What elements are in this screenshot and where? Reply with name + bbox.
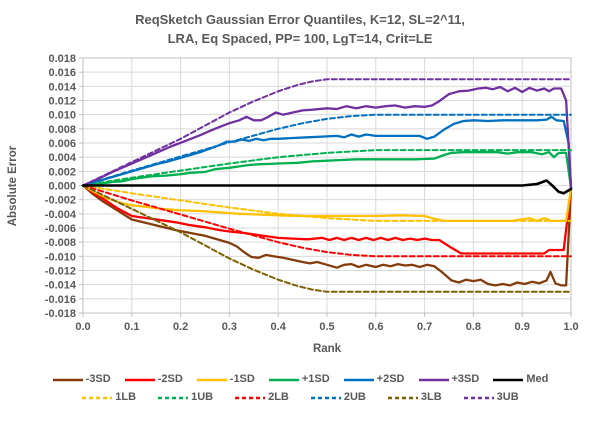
legend-label--1sd: -1SD (229, 373, 255, 385)
legend-item-med: Med (493, 374, 548, 385)
legend-label-med: Med (526, 373, 549, 385)
y-tick-label: -0.008 (45, 237, 76, 249)
legend-swatch-med (493, 378, 524, 381)
legend-swatch-+2sd (343, 378, 374, 381)
x-tick-label: 0.5 (319, 321, 334, 333)
series-line--1sd (81, 184, 573, 223)
legend-swatch-1ub (158, 396, 189, 399)
x-tick-label: 0.1 (124, 321, 139, 333)
chart-canvas: ReqSketch Gaussian Error Quantiles, K=12… (7, 12, 579, 355)
legend-row-1: -3SD -2SD -1SD +1SD +2SD +3SD Med (52, 373, 548, 385)
legend-item-2ub: 2UB (310, 391, 366, 403)
legend-swatch-3lb (387, 396, 418, 399)
chart-title-line2: LRA, Eq Spaced, PP= 100, LgT=14, Crit=LE (168, 31, 433, 46)
series-line--2sd (81, 184, 573, 255)
legend-label-2ub: 2UB (343, 391, 366, 403)
series-line-3lb (82, 184, 572, 293)
y-tick-label: -0.004 (45, 209, 77, 221)
legend-label-+3sd: +3SD (451, 373, 480, 385)
y-tick-label: 0.008 (48, 124, 76, 136)
series-line-+1sd (81, 151, 573, 189)
y-tick-label: -0.016 (45, 294, 76, 306)
series-line-+3sd (81, 85, 573, 189)
legend-item-1lb: 1LB (82, 392, 136, 403)
y-tick-label: -0.014 (45, 280, 77, 292)
series-line-1ub (82, 149, 572, 187)
legend-item--2sd: -2SD (124, 373, 183, 385)
legend-item--1sd: -1SD (196, 373, 255, 385)
x-tick-label: 0.0 (75, 321, 90, 333)
legend-swatch--1sd (196, 378, 227, 381)
x-tick-label: 0.7 (417, 321, 432, 333)
legend-row-2: 1LB 1UB 2LB 2UB 3LB 3UB (82, 391, 519, 403)
series-line-med (81, 179, 573, 195)
legend-swatch-3ub (463, 396, 494, 399)
y-tick-label: -0.002 (45, 195, 76, 207)
legend-label-2lb: 2LB (268, 391, 289, 403)
legend-swatch-1lb (82, 396, 113, 399)
x-tick-label: 0.9 (515, 321, 530, 333)
x-tick-label: 0.6 (368, 321, 383, 333)
legend-swatch-+3sd (418, 378, 449, 381)
legend-item--3sd: -3SD (52, 373, 111, 385)
plot-area: 0.018 0.016 0.014 0.012 0.010 0.008 0.006 0.004… (45, 53, 579, 333)
legend-label-3ub: 3UB (496, 391, 519, 403)
y-tick-label: -0.006 (45, 223, 76, 235)
y-tick-label: 0.010 (48, 110, 76, 122)
legend-swatch--2sd (124, 378, 155, 381)
y-tick-label: -0.018 (45, 308, 76, 320)
series-line-2ub (82, 113, 572, 187)
series-line-+2sd (81, 115, 573, 189)
y-tick-label: 0.006 (48, 138, 76, 150)
x-axis-title: Rank (313, 343, 342, 355)
legend-label-1ub: 1UB (191, 391, 214, 403)
legend-item-+2sd: +2SD (343, 373, 405, 385)
legend-item-3ub: 3UB (463, 391, 519, 403)
series-line--3sd (81, 184, 573, 287)
legend-swatch-+1sd (268, 378, 299, 381)
legend-item-+1sd: +1SD (268, 373, 330, 385)
y-tick-label: 0.014 (48, 81, 76, 93)
x-tick-label: 0.4 (271, 321, 287, 333)
y-tick-label: 0.016 (48, 67, 76, 79)
series-line-2lb (82, 184, 572, 258)
chart-legend: -3SD -2SD -1SD +1SD +2SD +3SD Med 1LB 1UB 2LB 2UB 3… (0, 374, 601, 403)
legend-item-1ub: 1UB (158, 392, 213, 403)
y-tick-label: 0.018 (48, 53, 76, 65)
x-tick-label: 1.0 (563, 321, 578, 333)
legend-swatch--3sd (52, 378, 83, 381)
chart-title-line1: ReqSketch Gaussian Error Quantiles, K=12… (135, 12, 465, 27)
x-tick-label: 0.8 (466, 321, 481, 333)
y-tick-label: 0.002 (48, 166, 76, 178)
x-tick-label: 0.3 (222, 321, 237, 333)
series-line-1lb (82, 184, 572, 222)
legend-item-2lb: 2LB (235, 392, 289, 403)
legend-item-+3sd: +3SD (418, 373, 480, 385)
legend-label-3lb: 3LB (420, 391, 442, 403)
legend-swatch-2ub (310, 396, 341, 399)
legend-label--3sd: -3SD (85, 373, 111, 385)
series-line-3ub (82, 78, 572, 187)
legend-label-1lb: 1LB (115, 391, 137, 403)
legend-label-+1sd: +1SD (301, 373, 330, 385)
y-tick-label: 0.004 (48, 152, 76, 164)
y-tick-label: -0.012 (45, 266, 76, 278)
legend-item-3lb: 3LB (387, 391, 442, 403)
legend-swatch-2lb (235, 396, 266, 399)
legend-label--2sd: -2SD (157, 373, 183, 385)
y-axis-title: Absolute Error (7, 145, 19, 226)
y-tick-label: 0.012 (48, 96, 76, 108)
legend-label-+2sd: +2SD (376, 373, 405, 385)
x-tick-label: 0.2 (173, 321, 188, 333)
y-tick-label: -0.010 (45, 251, 76, 263)
y-tick-label: 0.000 (48, 181, 76, 193)
